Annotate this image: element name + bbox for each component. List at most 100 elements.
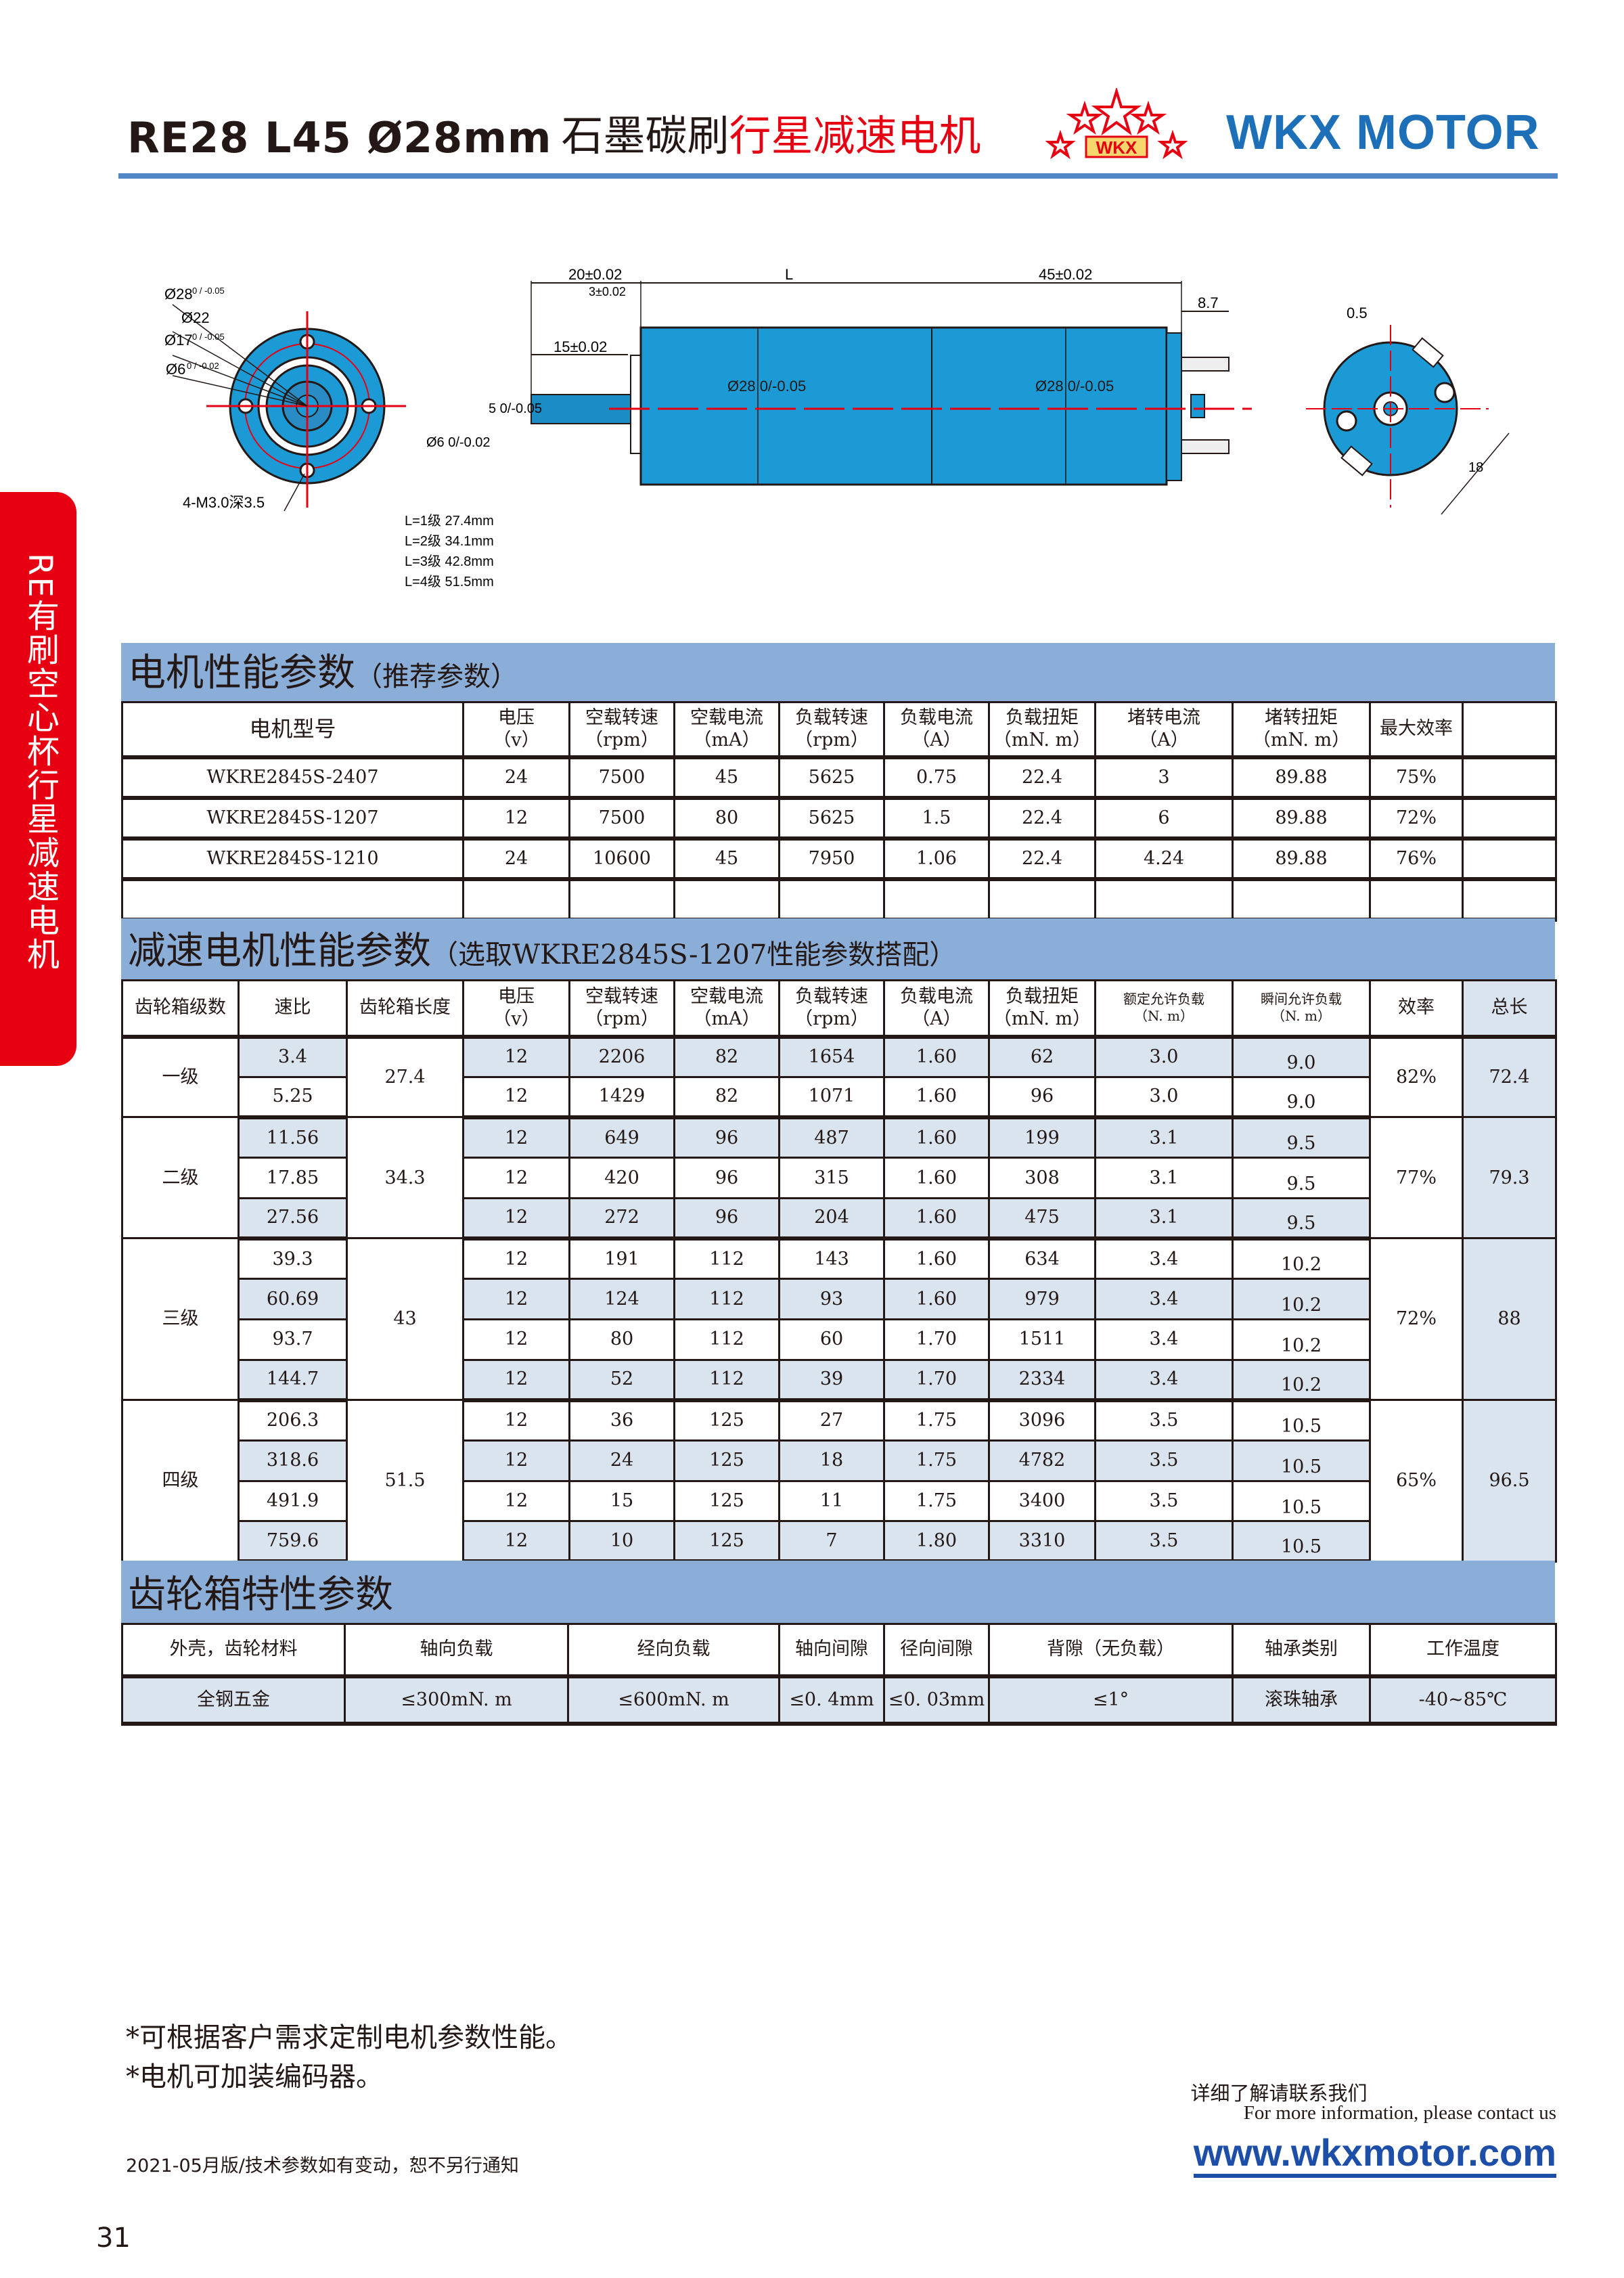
cell-text: 72% [1395, 1308, 1437, 1330]
cell-text: 1.75 [916, 1490, 957, 1512]
table-cell: 12 [462, 1075, 570, 1119]
cell-text: 1511 [1018, 1328, 1066, 1350]
length-item: L=4级 51.5mm [405, 574, 494, 589]
motor-performance-table: 电机型号 电压 （v） 空载转速 （rpm） 空载电流 （mA） 负载转速 （rpm） 负载电流（… [121, 701, 1557, 922]
ratio-cell: 491.9 [238, 1479, 348, 1523]
cell-text: 经向负载 [637, 1638, 710, 1660]
cell-text: 3.4 [1149, 1288, 1179, 1310]
cell-text: 12 [504, 1127, 528, 1148]
cell-text: 10.2 [1280, 1374, 1322, 1395]
table-cell: 2334 [988, 1358, 1096, 1402]
cell-text: 18 [819, 1450, 844, 1471]
table-cell: 滚珠轴承 [1232, 1675, 1371, 1726]
header-unit: （A） [1139, 730, 1189, 751]
section-title: 电机性能参数 [128, 651, 355, 695]
length-item: L=2级 34.1mm [405, 533, 494, 549]
rear-view: 0.5 18 [1306, 305, 1510, 515]
table-cell: 45 [673, 837, 780, 881]
table-cell: ≤1° [988, 1675, 1234, 1726]
header-row: 外壳，齿轮材料 轴向负载 经向负载 轴向间隙 径向间隙 背隙（无负载） 轴承类别 工作温度 [121, 1623, 1557, 1678]
table-cell: 3.4 [1094, 1237, 1234, 1280]
table-cell: 10.5 [1232, 1439, 1371, 1482]
column-header: 电压 （v） [462, 701, 570, 759]
table-cell: 1.60 [883, 1157, 990, 1199]
cell-text: 80 [610, 1328, 634, 1350]
table-cell: 125 [673, 1479, 780, 1523]
table-cell: ≤300mN. m [344, 1675, 569, 1726]
cell-text: 65% [1395, 1470, 1437, 1492]
column-header: 空载电流 （mA） [673, 701, 780, 759]
header-label: 空载电流 [690, 707, 763, 728]
header-label: 堵转电流 [1127, 707, 1200, 728]
table-cell: 12 [462, 1520, 570, 1564]
cell-text: 125 [709, 1450, 744, 1471]
table-cell [121, 878, 464, 922]
table-cell: 112 [673, 1278, 780, 1320]
length-item: L=3级 42.8mm [405, 554, 494, 569]
cell-text: 39.3 [272, 1248, 313, 1270]
website-link[interactable]: www.wkxmotor.com [1193, 2132, 1556, 2178]
cell-text: 3.5 [1149, 1529, 1179, 1551]
cell-text: 径向间隙 [900, 1638, 973, 1660]
table-row: 四级 206.3 51.5 12 36 125 27 1.75 3096 3.5 10.5 65% 96… [121, 1399, 1557, 1563]
table-cell: 10 [568, 1520, 675, 1564]
table-cell: 487 [778, 1116, 885, 1159]
cell-text: 1.5 [922, 807, 951, 828]
cell-text: 487 [814, 1127, 849, 1148]
table-cell: 10.2 [1232, 1318, 1371, 1361]
cell-text: 4.24 [1143, 847, 1185, 869]
cell-text: 1.60 [916, 1248, 957, 1270]
table-cell: 7500 [568, 756, 675, 800]
cell-text: 124 [604, 1288, 639, 1310]
efficiency-cell: 65% [1369, 1399, 1464, 1563]
header-label: 负载扭矩 [1006, 707, 1079, 728]
cell-text: 45 [715, 766, 739, 788]
cell-text: 滚珠轴承 [1265, 1689, 1338, 1710]
cell-text: 1.60 [916, 1127, 957, 1148]
table-row: WKRE2845S-1210 24 10600 45 7950 1.06 22.4 4.24 8… [121, 837, 1557, 881]
table-cell: 72% [1369, 797, 1464, 841]
table-cell: 12 [462, 1197, 570, 1241]
total-length: 72.4 [1462, 1035, 1557, 1119]
table-cell: 24 [462, 756, 570, 800]
table-cell: 979 [988, 1278, 1096, 1320]
table-cell: 11 [778, 1479, 885, 1523]
ratio-cell: 318.6 [238, 1439, 348, 1482]
header-unit: （rpm） [794, 1008, 869, 1030]
table-cell: 7 [778, 1520, 885, 1564]
cell-text: 143 [814, 1248, 849, 1270]
table-cell: 89.88 [1232, 756, 1371, 800]
cell-text: 22.4 [1021, 807, 1063, 828]
cell-text: 199 [1024, 1127, 1060, 1148]
cell-text: 1.06 [916, 847, 957, 869]
table-cell: 89.88 [1232, 837, 1371, 881]
cell-text: 12 [504, 1046, 528, 1068]
cell-text: 3.0 [1149, 1086, 1179, 1107]
table-cell: 5625 [778, 756, 885, 800]
header-unit: （rpm） [585, 1008, 659, 1030]
cell-text: 1.70 [916, 1368, 957, 1390]
table-cell: 9.0 [1232, 1035, 1371, 1078]
dim-body2: Ø28 0/-0.05 [1035, 378, 1114, 395]
header-unit: （A） [911, 1008, 962, 1030]
header-row: 齿轮箱级数 速比 齿轮箱长度 电压 （v） 空载转速 （rpm） 空载电流 （mA） 负载转速 （r… [121, 979, 1557, 1039]
side-category-tab: RE有刷空心杯行星减速电机 [0, 492, 76, 1066]
cell-text: 12 [504, 1248, 528, 1270]
table-row: 一级 3.4 27.4 12 2206 82 1654 1.60 62 3.0 9.0 82% 72.4 [121, 1035, 1557, 1119]
cell-text: 82 [715, 1046, 739, 1068]
table-cell: 125 [673, 1520, 780, 1564]
cell-text: 10.5 [1280, 1536, 1322, 1557]
note-custom: *可根据客户需求定制电机参数性能。 [126, 2022, 572, 2053]
cell-text: 3.4 [278, 1046, 307, 1068]
dim-d17-tolerance: 0 / -0.05 [192, 332, 225, 342]
cell-text: 3.0 [1149, 1046, 1179, 1068]
cell-text: 四级 [162, 1470, 199, 1492]
table-row: 60.69 12 124 112 93 1.60 979 3.4 10.2 [122, 1278, 1556, 1320]
table-cell: 1.60 [883, 1075, 990, 1119]
header-label: 空载转速 [585, 985, 658, 1007]
cell-text: 634 [1024, 1248, 1060, 1270]
dim-holes: 4-M3.0深3.5 [183, 494, 265, 511]
cell-text: 9.5 [1286, 1213, 1316, 1234]
table-row: 27.56 12 272 96 204 1.60 475 3.1 9.5 [122, 1197, 1556, 1241]
cell-text: 96 [715, 1127, 739, 1148]
